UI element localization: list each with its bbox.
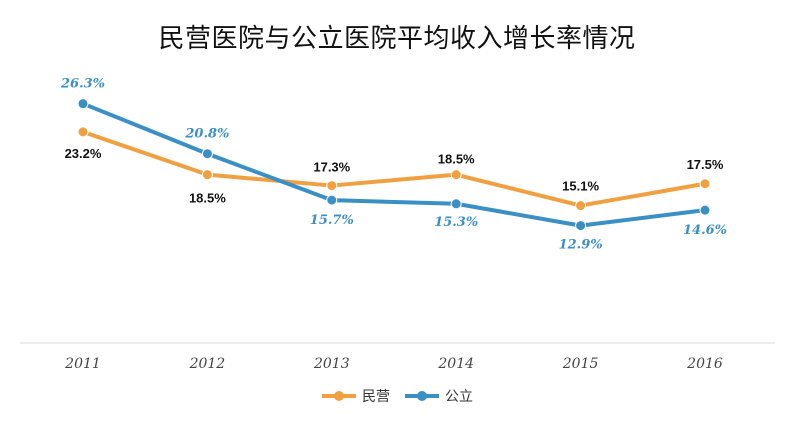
data-label: 14.6% — [683, 223, 727, 238]
legend-swatch-marker — [417, 391, 427, 401]
data-label: 12.9% — [559, 238, 603, 253]
data-label: 15.7% — [310, 213, 354, 228]
data-point — [450, 198, 462, 210]
x-tick-label: 2015 — [562, 356, 599, 372]
data-label: 17.5% — [687, 157, 724, 172]
data-point — [201, 169, 213, 181]
data-label: 23.2% — [65, 146, 102, 161]
series-line-0 — [81, 129, 707, 208]
data-point — [201, 148, 213, 160]
data-point — [77, 98, 89, 110]
legend-label: 公立 — [445, 389, 473, 405]
data-label: 18.5% — [438, 152, 475, 167]
x-tick-label: 2013 — [313, 356, 350, 372]
data-point — [575, 200, 587, 212]
data-label: 18.5% — [189, 191, 226, 206]
data-point — [699, 204, 711, 216]
data-label: 17.3% — [313, 160, 350, 175]
data-label: 15.3% — [434, 215, 478, 230]
data-point — [326, 194, 338, 206]
data-label: 20.8% — [184, 127, 229, 142]
data-point — [77, 126, 89, 138]
x-tick-label: 2011 — [64, 356, 101, 372]
data-point — [575, 220, 587, 232]
data-point — [699, 178, 711, 190]
x-tick-label: 2016 — [686, 356, 723, 372]
x-tick-label: 2012 — [189, 356, 226, 372]
data-point — [450, 169, 462, 181]
series-line-1 — [81, 101, 707, 228]
legend-swatch-marker — [334, 391, 344, 401]
legend-label: 民营 — [362, 389, 390, 405]
data-point — [326, 180, 338, 192]
x-tick-label: 2014 — [437, 356, 474, 372]
data-label: 15.1% — [562, 179, 599, 194]
data-label: 26.3% — [60, 77, 105, 92]
chart-title: 民营医院与公立医院平均收入增长率情况 — [158, 24, 636, 54]
